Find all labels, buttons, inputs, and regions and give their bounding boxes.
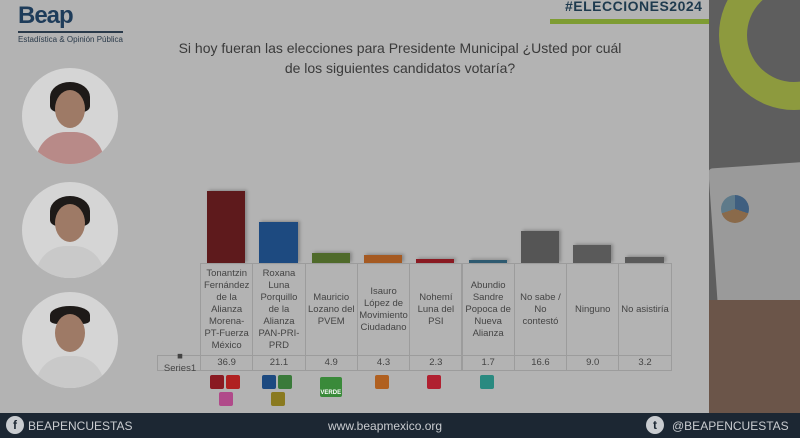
- value-label: 16.6: [513, 355, 568, 371]
- facebook-handle[interactable]: BEAPENCUESTAS: [28, 419, 133, 433]
- nueva-alianza-logo-icon: [479, 375, 494, 389]
- bar: [573, 245, 612, 263]
- accent-bar: [550, 19, 709, 24]
- bar: [207, 191, 246, 263]
- value-label: 9.0: [566, 355, 620, 371]
- value-label: 1.7: [461, 355, 515, 371]
- website-link[interactable]: www.beapmexico.org: [328, 419, 443, 433]
- prd-logo-icon: [271, 392, 286, 406]
- legend-series-label: ■ Series1: [157, 351, 201, 374]
- psi-logo-icon: [427, 375, 442, 389]
- candidate-photo-3: [22, 292, 118, 388]
- candidate-photo-1: [22, 68, 118, 164]
- category-label: Mauricio Lozano del PVEM: [304, 263, 358, 356]
- bar: [416, 258, 455, 263]
- category-label: Ninguno: [566, 263, 620, 356]
- beap-logo: Beap Estadística & Opinión Pública: [18, 2, 123, 44]
- category-label: Nohemí Luna del PSI: [409, 263, 463, 356]
- category-label: Abundio Sandre Popoca de Nueva Alianza: [461, 263, 515, 356]
- pri-logo-icon: [278, 375, 293, 389]
- slide: Beap Estadística & Opinión Pública #ELEC…: [0, 0, 709, 413]
- twitter-icon[interactable]: t: [646, 416, 664, 434]
- pan-logo-icon: [262, 375, 277, 389]
- value-label: 3.2: [618, 355, 672, 371]
- movimiento-ciudadano-logo-icon: [375, 375, 390, 389]
- bar: [520, 230, 560, 263]
- candidate-photo-2: [22, 182, 118, 278]
- fuerza-mexico-logo-icon: [219, 392, 234, 406]
- footer: f BEAPENCUESTAS www.beapmexico.org t @BE…: [0, 413, 800, 438]
- category-label: No sabe / No contestó: [513, 263, 568, 356]
- value-label: 4.9: [304, 355, 358, 371]
- value-label: 4.3: [356, 355, 411, 371]
- pt-logo-icon: [226, 375, 241, 389]
- bar: [468, 259, 507, 263]
- value-label: 36.9: [200, 355, 254, 371]
- bar: [311, 253, 350, 263]
- verde-logo-icon: VERDE: [319, 377, 342, 397]
- bar: [259, 221, 298, 263]
- category-label: No asistiría: [618, 263, 672, 356]
- hashtag: #ELECCIONES2024: [565, 0, 703, 14]
- chart-title: Si hoy fueran las elecciones para Presid…: [178, 40, 622, 76]
- logo-subtitle: Estadística & Opinión Pública: [18, 31, 123, 44]
- category-label: Roxana Luna Porquillo de la Alianza PAN-…: [252, 263, 306, 356]
- morena-logo-icon: [210, 375, 225, 389]
- category-label: Isauro López de Movimiento Ciudadano: [356, 263, 411, 356]
- twitter-handle[interactable]: @BEAPENCUESTAS: [672, 419, 789, 433]
- decorative-photo: [709, 0, 800, 413]
- value-label: 2.3: [409, 355, 463, 371]
- logo-text: Beap: [18, 2, 74, 29]
- bar: [363, 254, 403, 263]
- facebook-icon[interactable]: f: [6, 416, 24, 434]
- bar: [625, 256, 664, 263]
- bar-chart: ■ Series1 Tonantzin Fernández de la Alian…: [157, 191, 672, 406]
- value-label: 21.1: [252, 355, 306, 371]
- category-label: Tonantzin Fernández de la Alianza Morena…: [200, 263, 254, 356]
